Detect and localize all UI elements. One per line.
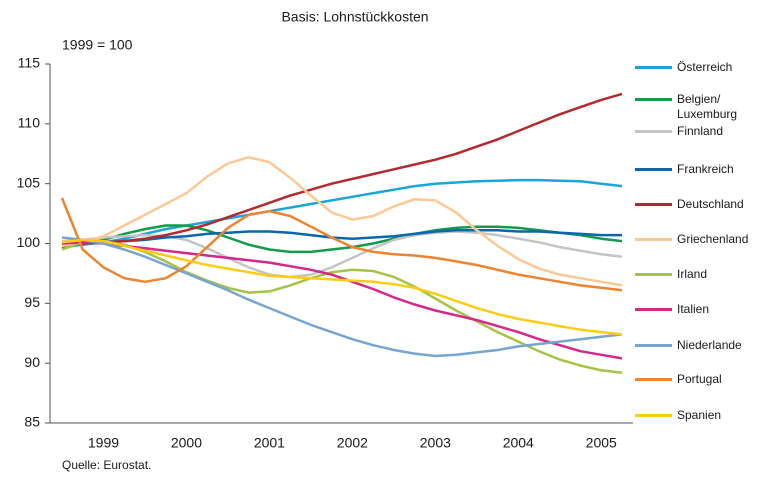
y-tick-label: 105	[17, 174, 41, 190]
legend-item: Deutschland	[635, 197, 760, 212]
series-line	[61, 178, 623, 249]
legend-swatch	[635, 378, 672, 381]
legend-label: Belgien/ Luxemburg	[677, 92, 738, 121]
y-tick-label: 90	[24, 354, 40, 370]
legend-swatch	[635, 130, 672, 133]
legend-label: Portugal	[677, 372, 722, 386]
legend-swatch	[635, 98, 672, 101]
chart-title: Basis: Lohnstückkosten	[281, 9, 428, 25]
legend-label: Spanien	[677, 408, 722, 422]
series-line	[61, 224, 623, 254]
legend-item: Portugal	[635, 372, 760, 387]
chart-subtitle: 1999 = 100	[62, 37, 133, 53]
source-note: Quelle: Eurostat.	[62, 458, 151, 472]
x-tick-label: 2000	[171, 435, 202, 451]
legend-swatch	[635, 168, 672, 171]
legend-label: Irland	[677, 267, 708, 281]
legend-swatch	[635, 203, 672, 206]
legend-label: Deutschland	[677, 197, 744, 211]
series-line	[61, 236, 623, 358]
legend-swatch	[635, 273, 672, 276]
y-tick-label: 110	[18, 115, 41, 131]
legend-swatch	[635, 66, 672, 69]
series-line	[60, 197, 623, 292]
legend-item: Österreich	[635, 60, 760, 75]
x-tick-label: 2001	[254, 435, 285, 451]
x-tick-label: 2002	[337, 435, 368, 451]
series-line	[61, 239, 623, 374]
series-line	[61, 229, 622, 246]
legend-label: Italien	[677, 302, 710, 316]
y-tick-label: 85	[24, 414, 40, 430]
legend-item: Spanien	[635, 408, 760, 423]
legend-label: Griechenland	[677, 232, 749, 246]
y-tick-label: 115	[18, 55, 41, 71]
y-tick-label: 95	[24, 294, 40, 310]
legend-item: Italien	[635, 302, 760, 317]
legend-item: Griechenland	[635, 232, 760, 247]
legend-label: Finnland	[677, 124, 724, 138]
x-tick-label: 1999	[88, 435, 119, 451]
legend-label: Österreich	[677, 60, 733, 74]
legend-item: Frankreich	[635, 162, 760, 177]
legend-label: Niederlande	[677, 338, 742, 352]
x-tick-label: 2004	[503, 435, 534, 451]
series-line	[61, 238, 623, 336]
legend-swatch	[635, 308, 672, 311]
legend-item: Finnland	[635, 124, 760, 139]
legend-item: Niederlande	[635, 338, 760, 353]
legend-label: Frankreich	[677, 162, 734, 176]
series-line	[62, 92, 623, 245]
legend-item: Belgien/ Luxemburg	[635, 92, 760, 122]
legend-item: Irland	[635, 267, 760, 282]
legend-swatch	[635, 414, 672, 417]
x-tick-label: 2003	[420, 435, 451, 451]
series-line	[61, 241, 623, 360]
y-tick-label: 100	[17, 234, 41, 250]
legend-swatch	[635, 238, 672, 241]
legend-swatch	[635, 344, 672, 347]
series-line	[61, 156, 623, 287]
x-tick-label: 2005	[586, 435, 617, 451]
